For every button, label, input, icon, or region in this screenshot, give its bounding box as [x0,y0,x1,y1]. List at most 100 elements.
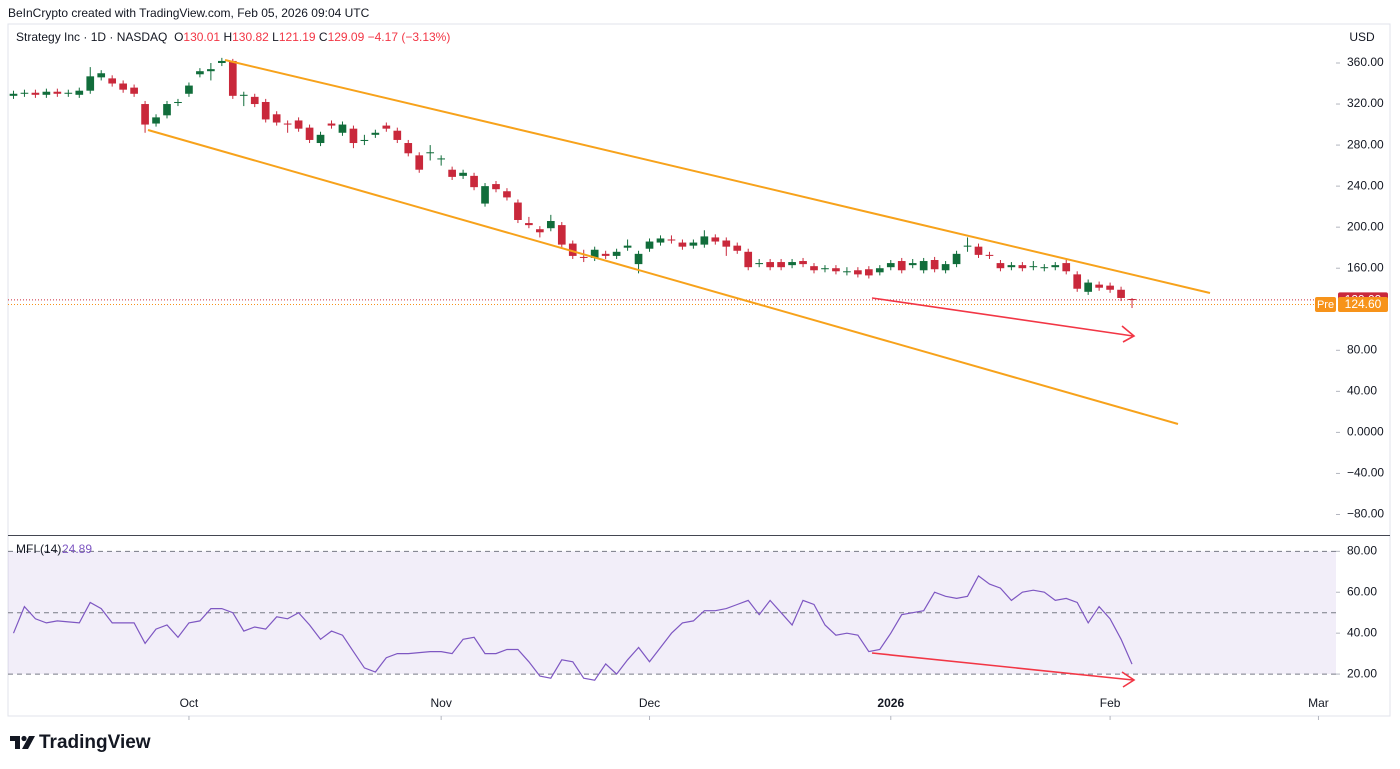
symbol: Strategy Inc · 1D · NASDAQ [16,30,168,44]
candle-body [42,91,51,95]
candle-body [536,229,544,233]
candle-body [930,260,939,270]
candle-body [952,253,961,265]
high-value: 130.82 [232,30,269,44]
open-value: 130.01 [183,30,221,44]
mfi-line [12,575,1133,681]
y-tick-label: 360.00 [1347,55,1384,69]
candle-body [821,268,829,270]
frame [7,23,1391,717]
candle-body [755,263,764,265]
candle-body [854,270,862,275]
y-tick-label: 240.00 [1347,178,1384,192]
candle-body [722,240,731,247]
candle-body [667,239,676,241]
candle-body [875,268,884,273]
candle-body [1007,265,1016,268]
candle-body [612,251,621,256]
candle-body [514,202,522,220]
candle-body [163,104,171,116]
tv-logo [10,735,35,749]
candle-body [733,245,742,251]
candle-body [908,263,917,266]
candle-body [294,120,303,129]
candle-body [974,246,983,255]
candle-body [261,101,270,120]
candle-body [218,60,226,63]
candle-body [404,143,413,154]
candle-body [470,175,478,188]
candle-body [1095,284,1103,288]
candle-body [239,94,248,96]
candle-body [228,60,237,96]
candle-body [130,87,138,94]
low-value: 121.19 [278,30,316,44]
candle-body [546,221,555,229]
arrow-price [871,297,1136,343]
y-tick-label: −40.00 [1347,466,1384,480]
candle-body [9,93,18,96]
candle-body [360,139,369,141]
premarket-tag [1338,297,1388,313]
candle-body [832,268,840,272]
candle-body [327,123,336,126]
candle-body [1106,285,1114,290]
candle-body [75,90,84,95]
candle-body [1117,289,1125,298]
mfi-name: MFI (14) [16,542,61,556]
candle-body [678,242,687,247]
candle-body [152,117,160,124]
change: −4.17 (−3.13%) [367,30,451,44]
candle-body [579,256,588,258]
candle-body [426,152,435,154]
brand: TradingView [39,732,151,753]
candle-body [590,249,599,258]
candle-body [119,83,127,90]
candle-body [634,253,643,265]
premarket-tag-name: Pre [1317,299,1334,311]
candle-body [272,114,281,123]
candle-body [316,134,325,144]
y-tick-label: 20.00 [1347,666,1377,680]
y-tick-label: 0.0000 [1347,425,1384,439]
candle-body [185,85,193,94]
candle-body [53,91,62,94]
h-letter: H [223,30,233,44]
candle-body [196,71,204,75]
candle-body [371,132,380,135]
premarket-label: 124.60 [1345,297,1382,311]
l-letter: L [272,30,279,44]
candle-body [86,76,95,91]
candle-body [437,158,446,160]
y-tick-label: 160.00 [1347,260,1384,274]
candle-body [766,262,774,268]
candle-body [64,92,73,94]
candle-body [996,263,1005,269]
candle-body [865,269,873,276]
candle-body [919,261,928,271]
candle-body [568,243,577,256]
y-tick-label: 40.00 [1347,625,1377,639]
channel-lower [147,129,1179,425]
candle-body [459,172,467,176]
candle-body [338,124,347,133]
candle-body [415,155,424,170]
candle-body [777,262,785,268]
candle-body [1073,274,1082,289]
o-letter: O [174,30,184,44]
c-letter: C [318,30,328,44]
candle-body [108,78,117,84]
candle-body [448,169,456,177]
candle-body [744,251,753,268]
candle-body [656,238,665,243]
y-tick-label: 80.00 [1347,342,1377,356]
candle-body [1062,263,1071,272]
candle-body [382,125,391,129]
candle-body [963,245,972,247]
candle-body [1029,266,1038,268]
candle-body [1128,298,1136,300]
candle-body [897,261,906,271]
y-tick-label: 320.00 [1347,96,1384,110]
currency: USD [1349,30,1375,44]
